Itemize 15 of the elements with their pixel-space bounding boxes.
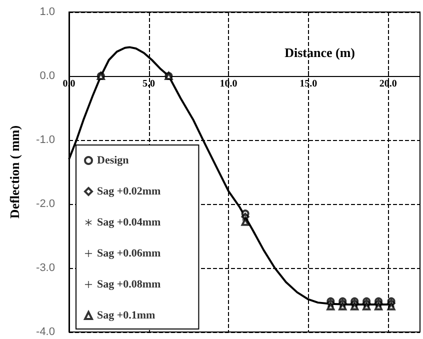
legend-label: Sag +0.04mm xyxy=(97,216,161,228)
y-tick-label: 1.0 xyxy=(40,6,55,18)
y-tick-label: -4.0 xyxy=(36,326,55,338)
x-axis-title: Distance (m) xyxy=(284,45,356,60)
legend-label: Sag +0.06mm xyxy=(97,248,161,260)
legend-label: Sag +0.02mm xyxy=(97,186,161,198)
y-axis-title: Deflection ( mm) xyxy=(7,125,22,219)
y-tick-label: -1.0 xyxy=(36,134,55,146)
y-tick-label: 0.0 xyxy=(40,70,55,82)
legend-label: Sag +0.08mm xyxy=(97,278,161,290)
x-tick-label: 5.0 xyxy=(142,78,156,90)
legend-label: Sag +0.1mm xyxy=(97,310,156,322)
y-tick-label: -2.0 xyxy=(36,198,55,210)
y-tick-label: -3.0 xyxy=(36,262,55,274)
legend-label: Design xyxy=(97,154,129,166)
